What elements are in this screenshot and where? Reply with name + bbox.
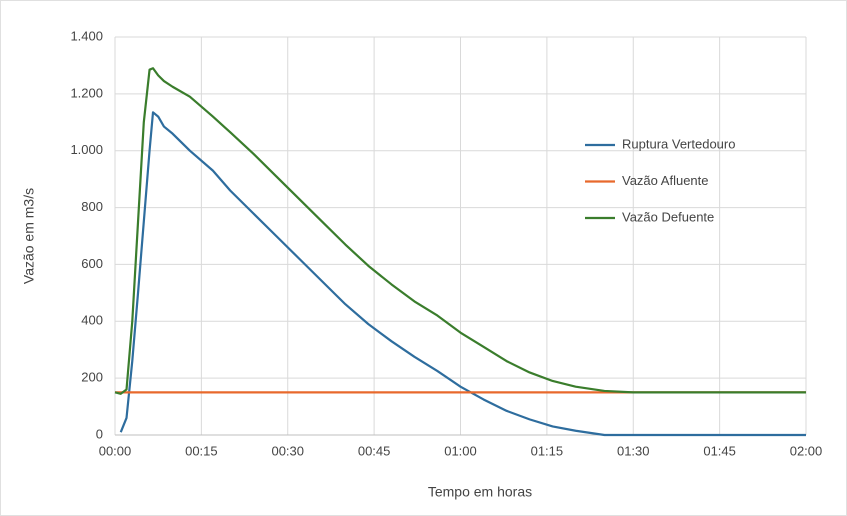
y-tick-label: 0 [96,426,103,441]
x-tick-label: 00:45 [358,443,391,458]
y-tick-label: 400 [81,313,103,328]
data-line [119,111,806,437]
y-tick-label: 600 [81,256,103,271]
y-tick-label: 1.400 [70,28,103,43]
y-axis-title: Vazão em m3/s [21,188,37,284]
y-tick-label: 1.200 [70,85,103,100]
x-tick-label: 00:30 [271,443,304,458]
legend-label: Vazão Defuente [622,209,714,224]
x-tick-label: 00:15 [185,443,218,458]
legend-label: Vazão Afluente [622,173,709,188]
x-tick-label: 01:00 [444,443,477,458]
x-tick-label: 00:00 [99,443,132,458]
y-tick-label: 200 [81,370,103,385]
x-tick-label: 01:30 [617,443,650,458]
x-tick-label: 02:00 [790,443,823,458]
x-tick-label: 01:45 [703,443,736,458]
x-axis-title: Tempo em horas [428,484,532,500]
data-line [114,67,806,395]
y-tick-label: 800 [81,199,103,214]
x-tick-label: 01:15 [531,443,564,458]
y-tick-label: 1.000 [70,142,103,157]
legend-label: Ruptura Vertedouro [622,136,735,151]
